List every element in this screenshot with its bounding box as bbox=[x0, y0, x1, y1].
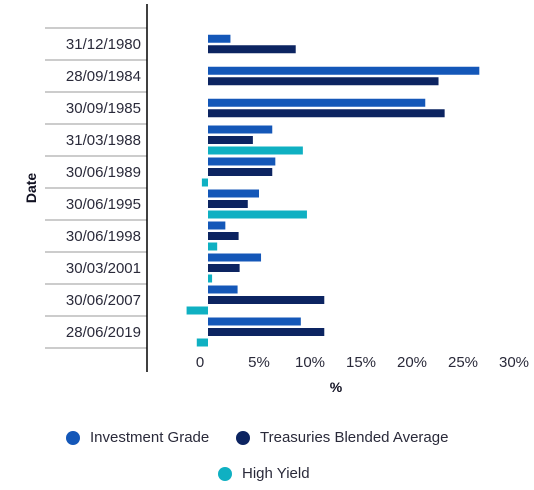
bar-investment-grade bbox=[208, 34, 231, 43]
category-label: 30/09/1985 bbox=[66, 100, 141, 117]
category-label: 31/12/1980 bbox=[66, 36, 141, 53]
legend-swatch-high-yield bbox=[218, 466, 232, 481]
bars bbox=[186, 34, 480, 347]
bar-high-yield bbox=[208, 146, 303, 155]
legend-swatch-treasuries-blended-average bbox=[236, 430, 250, 445]
bar-treasuries-blended-average bbox=[208, 45, 296, 54]
category-label: 28/09/1984 bbox=[66, 68, 141, 85]
legend-label-investment-grade: Investment Grade bbox=[90, 429, 210, 446]
bar-investment-grade bbox=[208, 221, 226, 230]
x-tick-label: 30% bbox=[499, 354, 529, 371]
bar-treasuries-blended-average bbox=[208, 200, 248, 208]
bar-high-yield bbox=[186, 306, 208, 315]
x-tick-label: 10% bbox=[295, 354, 325, 371]
bar-chart: 31/12/1980 28/09/1984 30/09/1985 31/03/1988… bbox=[23, 4, 529, 395]
bar-treasuries-blended-average bbox=[208, 77, 439, 86]
bar-treasuries-blended-average bbox=[208, 136, 253, 144]
bar-high-yield bbox=[208, 274, 213, 283]
x-ticks: 0 5% 10% 15% 20% 25% 30% bbox=[196, 354, 529, 371]
x-axis-title: % bbox=[330, 379, 343, 395]
category-label: 30/03/2001 bbox=[66, 260, 141, 277]
bar-investment-grade bbox=[208, 189, 259, 198]
legend-swatch-investment-grade bbox=[66, 430, 80, 445]
x-tick-label: 5% bbox=[248, 354, 270, 371]
category-label: 30/06/2007 bbox=[66, 292, 141, 309]
bar-investment-grade bbox=[208, 253, 262, 262]
bar-treasuries-blended-average bbox=[208, 328, 325, 336]
bar-investment-grade bbox=[208, 285, 238, 294]
bar-investment-grade bbox=[208, 98, 426, 107]
x-tick-label: 20% bbox=[397, 354, 427, 371]
bar-investment-grade bbox=[208, 157, 276, 166]
bar-investment-grade bbox=[208, 317, 301, 326]
legend-label-high-yield: High Yield bbox=[242, 465, 310, 482]
legend-item-high-yield: High Yield bbox=[218, 465, 310, 482]
bar-high-yield bbox=[208, 210, 307, 219]
category-label: 30/06/1989 bbox=[66, 164, 141, 181]
bar-investment-grade bbox=[208, 125, 273, 134]
legend-label-treasuries-blended-average: Treasuries Blended Average bbox=[260, 429, 449, 446]
legend-item-investment-grade: Investment Grade bbox=[66, 429, 209, 446]
y-axis-title: Date bbox=[23, 173, 39, 204]
category-label: 28/06/2019 bbox=[66, 324, 141, 341]
bar-high-yield bbox=[201, 178, 208, 187]
category-label: 30/06/1995 bbox=[66, 196, 141, 213]
bar-treasuries-blended-average bbox=[208, 109, 445, 118]
bar-high-yield bbox=[208, 242, 218, 251]
category-grid: 31/12/1980 28/09/1984 30/09/1985 31/03/1988… bbox=[45, 27, 147, 349]
bar-treasuries-blended-average bbox=[208, 232, 239, 240]
legend-item-treasuries-blended-average: Treasuries Blended Average bbox=[236, 429, 448, 446]
bar-investment-grade bbox=[208, 66, 480, 75]
bar-treasuries-blended-average bbox=[208, 168, 273, 176]
bar-treasuries-blended-average bbox=[208, 264, 240, 272]
category-label: 30/06/1998 bbox=[66, 228, 141, 245]
bar-treasuries-blended-average bbox=[208, 296, 325, 304]
x-tick-label: 0 bbox=[196, 354, 204, 371]
bar-high-yield bbox=[196, 338, 208, 347]
x-tick-label: 15% bbox=[346, 354, 376, 371]
category-label: 31/03/1988 bbox=[66, 132, 141, 149]
x-tick-label: 25% bbox=[448, 354, 478, 371]
